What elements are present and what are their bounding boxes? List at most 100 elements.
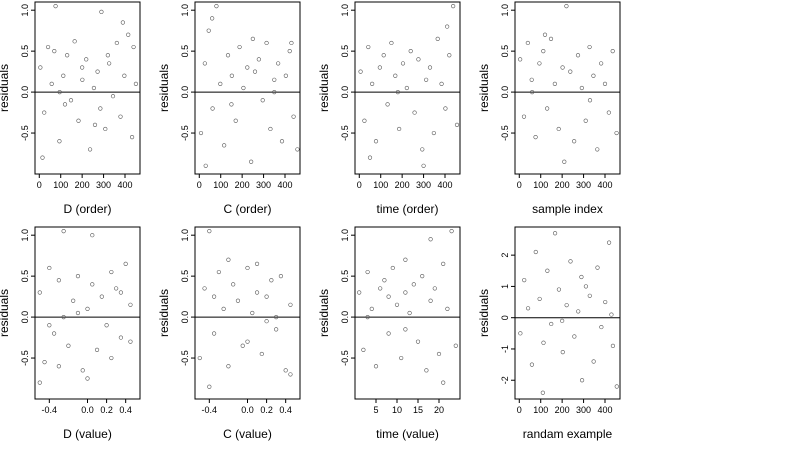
data-point <box>245 65 250 70</box>
y-axis-label: residuals <box>477 64 491 112</box>
data-point <box>533 135 538 140</box>
data-point <box>90 282 95 287</box>
x-tick-label: 100 <box>533 405 548 415</box>
data-point <box>80 65 85 70</box>
x-axis-label: sample index <box>532 202 603 216</box>
data-point <box>537 61 542 66</box>
y-tick-label: -0.5 <box>340 350 350 366</box>
data-point <box>545 106 550 111</box>
data-point <box>416 57 421 62</box>
data-point <box>407 310 412 316</box>
x-tick-label: 10 <box>392 405 402 415</box>
data-point <box>362 118 367 123</box>
plot-frame <box>514 1 621 175</box>
data-point <box>109 269 114 275</box>
data-point <box>61 228 66 234</box>
data-point <box>447 53 452 58</box>
plot-frame <box>514 226 621 400</box>
y-tick-label: 0.0 <box>20 86 30 99</box>
data-point <box>57 139 62 144</box>
data-point <box>529 77 534 82</box>
data-point <box>214 3 219 9</box>
data-point <box>237 44 242 50</box>
y-axis-label: residuals <box>317 64 331 112</box>
data-point <box>47 323 52 328</box>
data-point <box>599 324 604 330</box>
data-point <box>587 98 593 103</box>
plot-frame <box>354 1 461 175</box>
x-axis-label: C (value) <box>223 427 272 441</box>
y-tick-label: 0.5 <box>340 270 350 283</box>
y-tick-label: 1.0 <box>20 229 30 242</box>
data-point <box>72 39 77 44</box>
data-point <box>454 122 460 127</box>
data-point <box>218 81 223 87</box>
data-point <box>575 53 581 58</box>
data-point <box>222 143 227 148</box>
data-point <box>412 110 417 115</box>
x-tick-label: 0 <box>357 180 362 190</box>
data-point <box>252 69 258 74</box>
panel-time-order: 0 100 200 300 400 -0.5 0.0 0.5 1.0 time (order) re… <box>317 1 461 216</box>
data-point <box>427 65 433 70</box>
y-tick-label: -1 <box>500 345 510 353</box>
data-point <box>445 24 450 29</box>
data-point <box>579 85 584 91</box>
x-axis-label: randam example <box>523 427 613 441</box>
data-point <box>403 257 408 262</box>
data-point <box>382 278 387 283</box>
data-point <box>579 378 585 383</box>
data-point <box>560 349 565 355</box>
data-point <box>94 347 100 352</box>
data-point <box>240 343 245 348</box>
data-point <box>98 106 103 111</box>
data-point <box>95 69 100 74</box>
data-point <box>404 85 409 91</box>
data-point <box>131 44 136 50</box>
data-point <box>403 327 408 332</box>
y-tick-label: 0.0 <box>500 86 510 99</box>
data-point <box>229 102 234 107</box>
x-tick-label: 0.2 <box>260 405 273 415</box>
data-point <box>87 147 93 152</box>
data-point <box>548 36 554 41</box>
x-tick-label: 5 <box>373 405 378 415</box>
x-tick-label: 200 <box>395 180 410 190</box>
data-point <box>525 306 531 311</box>
data-point <box>361 347 366 352</box>
data-point <box>365 269 370 275</box>
panel-c-order: 0 100 200 300 400 -0.5 0.0 0.5 1.0 C (order) resid… <box>157 1 301 216</box>
data-point <box>268 126 273 132</box>
data-point <box>560 65 565 70</box>
data-point <box>521 114 527 119</box>
data-point <box>210 16 215 21</box>
y-tick-label: 2 <box>500 253 510 258</box>
x-tick-label: 400 <box>597 405 612 415</box>
data-point <box>80 368 85 373</box>
x-tick-label: 400 <box>437 180 452 190</box>
data-point <box>128 339 133 344</box>
data-point <box>436 351 442 357</box>
data-point <box>118 114 123 119</box>
data-point <box>62 102 68 107</box>
data-point <box>443 106 448 111</box>
x-tick-label: 400 <box>117 180 132 190</box>
data-point <box>85 306 90 312</box>
plot-frame <box>34 1 141 175</box>
data-point <box>245 265 250 271</box>
x-tick-label: 400 <box>277 180 292 190</box>
data-point <box>587 293 592 298</box>
y-tick-label: -0.5 <box>180 350 190 366</box>
data-point <box>386 294 391 299</box>
y-tick-label: -0.5 <box>20 125 30 141</box>
data-point <box>385 102 390 107</box>
data-point <box>576 309 581 314</box>
data-point <box>420 274 425 279</box>
data-point <box>118 290 124 295</box>
data-point <box>415 339 421 344</box>
data-point <box>428 298 433 303</box>
data-point <box>545 268 550 273</box>
data-point <box>202 286 207 291</box>
data-point <box>537 296 542 302</box>
data-point <box>400 61 406 66</box>
